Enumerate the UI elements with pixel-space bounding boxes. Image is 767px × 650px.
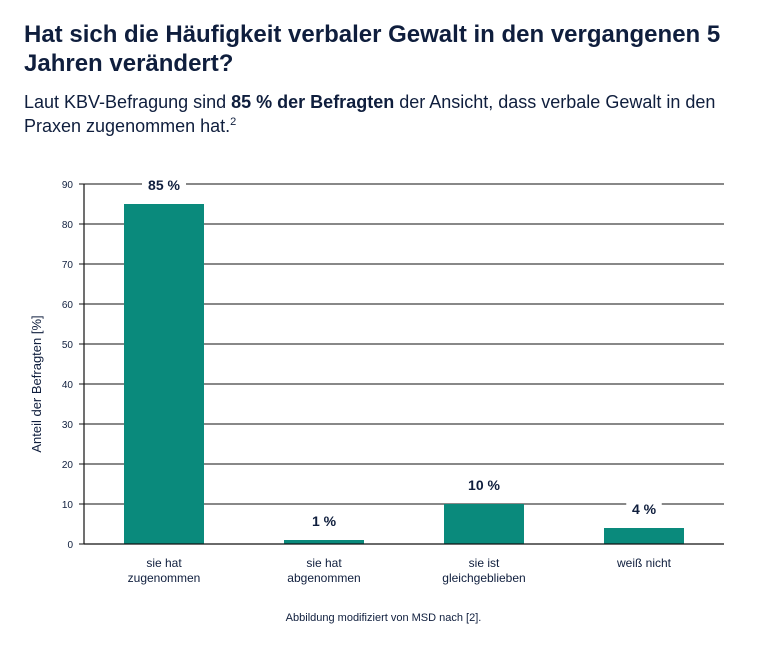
data-label-background [142,176,186,195]
y-tick-label: 70 [62,260,74,271]
y-tick-label: 40 [62,380,74,391]
x-tick-label: sie hat [146,556,182,570]
chart-subtitle: Laut KBV-Befragung sind 85 % der Befragt… [24,90,744,138]
data-label: 4 % [632,501,657,517]
data-label: 10 % [468,477,500,493]
y-tick-label: 20 [62,460,74,471]
data-label-background [462,476,506,495]
subtitle-text-start: Laut KBV-Befragung sind [24,92,232,112]
y-tick-label: 80 [62,220,74,231]
figure-caption: Abbildung modifiziert von MSD nach [2]. [285,612,482,624]
x-tick-label: sie ist [469,556,500,570]
subtitle-text-end: der Ansicht, dass verbale Gewalt in den … [24,92,716,136]
y-tick-label: 10 [62,500,74,511]
subtitle-highlight: 85 % der Befragten [231,92,395,112]
x-tick-label: gleichgeblieben [442,571,525,585]
footnote-reference: 2 [230,116,237,128]
bar [124,204,204,544]
y-tick-label: 0 [67,540,73,551]
x-tick-label: abgenommen [287,571,360,585]
data-label-background [306,512,342,531]
data-label: 1 % [312,513,337,529]
y-tick-label: 60 [62,300,74,311]
y-axis-label: Anteil der Befragten [%] [29,315,44,452]
data-label-background [626,500,662,519]
bar [284,540,364,544]
y-tick-label: 90 [62,180,74,191]
data-label: 85 % [148,177,180,193]
x-tick-label: sie hat [306,556,342,570]
x-tick-label: weiß nicht [616,556,672,570]
y-tick-label: 50 [62,340,74,351]
bar-chart: 85 % 1 % 10 % 4 % 0 10 20 30 40 50 60 70 80 90 sie ha… [29,176,724,585]
bar [444,504,524,544]
bars: 85 % 1 % 10 % 4 % [124,176,684,544]
x-tick-label: zugenommen [128,571,201,585]
y-tick-label: 30 [62,420,74,431]
bar [604,528,684,544]
chart-title: Hat sich die Häufigkeit verbaler Gewalt … [24,21,721,77]
